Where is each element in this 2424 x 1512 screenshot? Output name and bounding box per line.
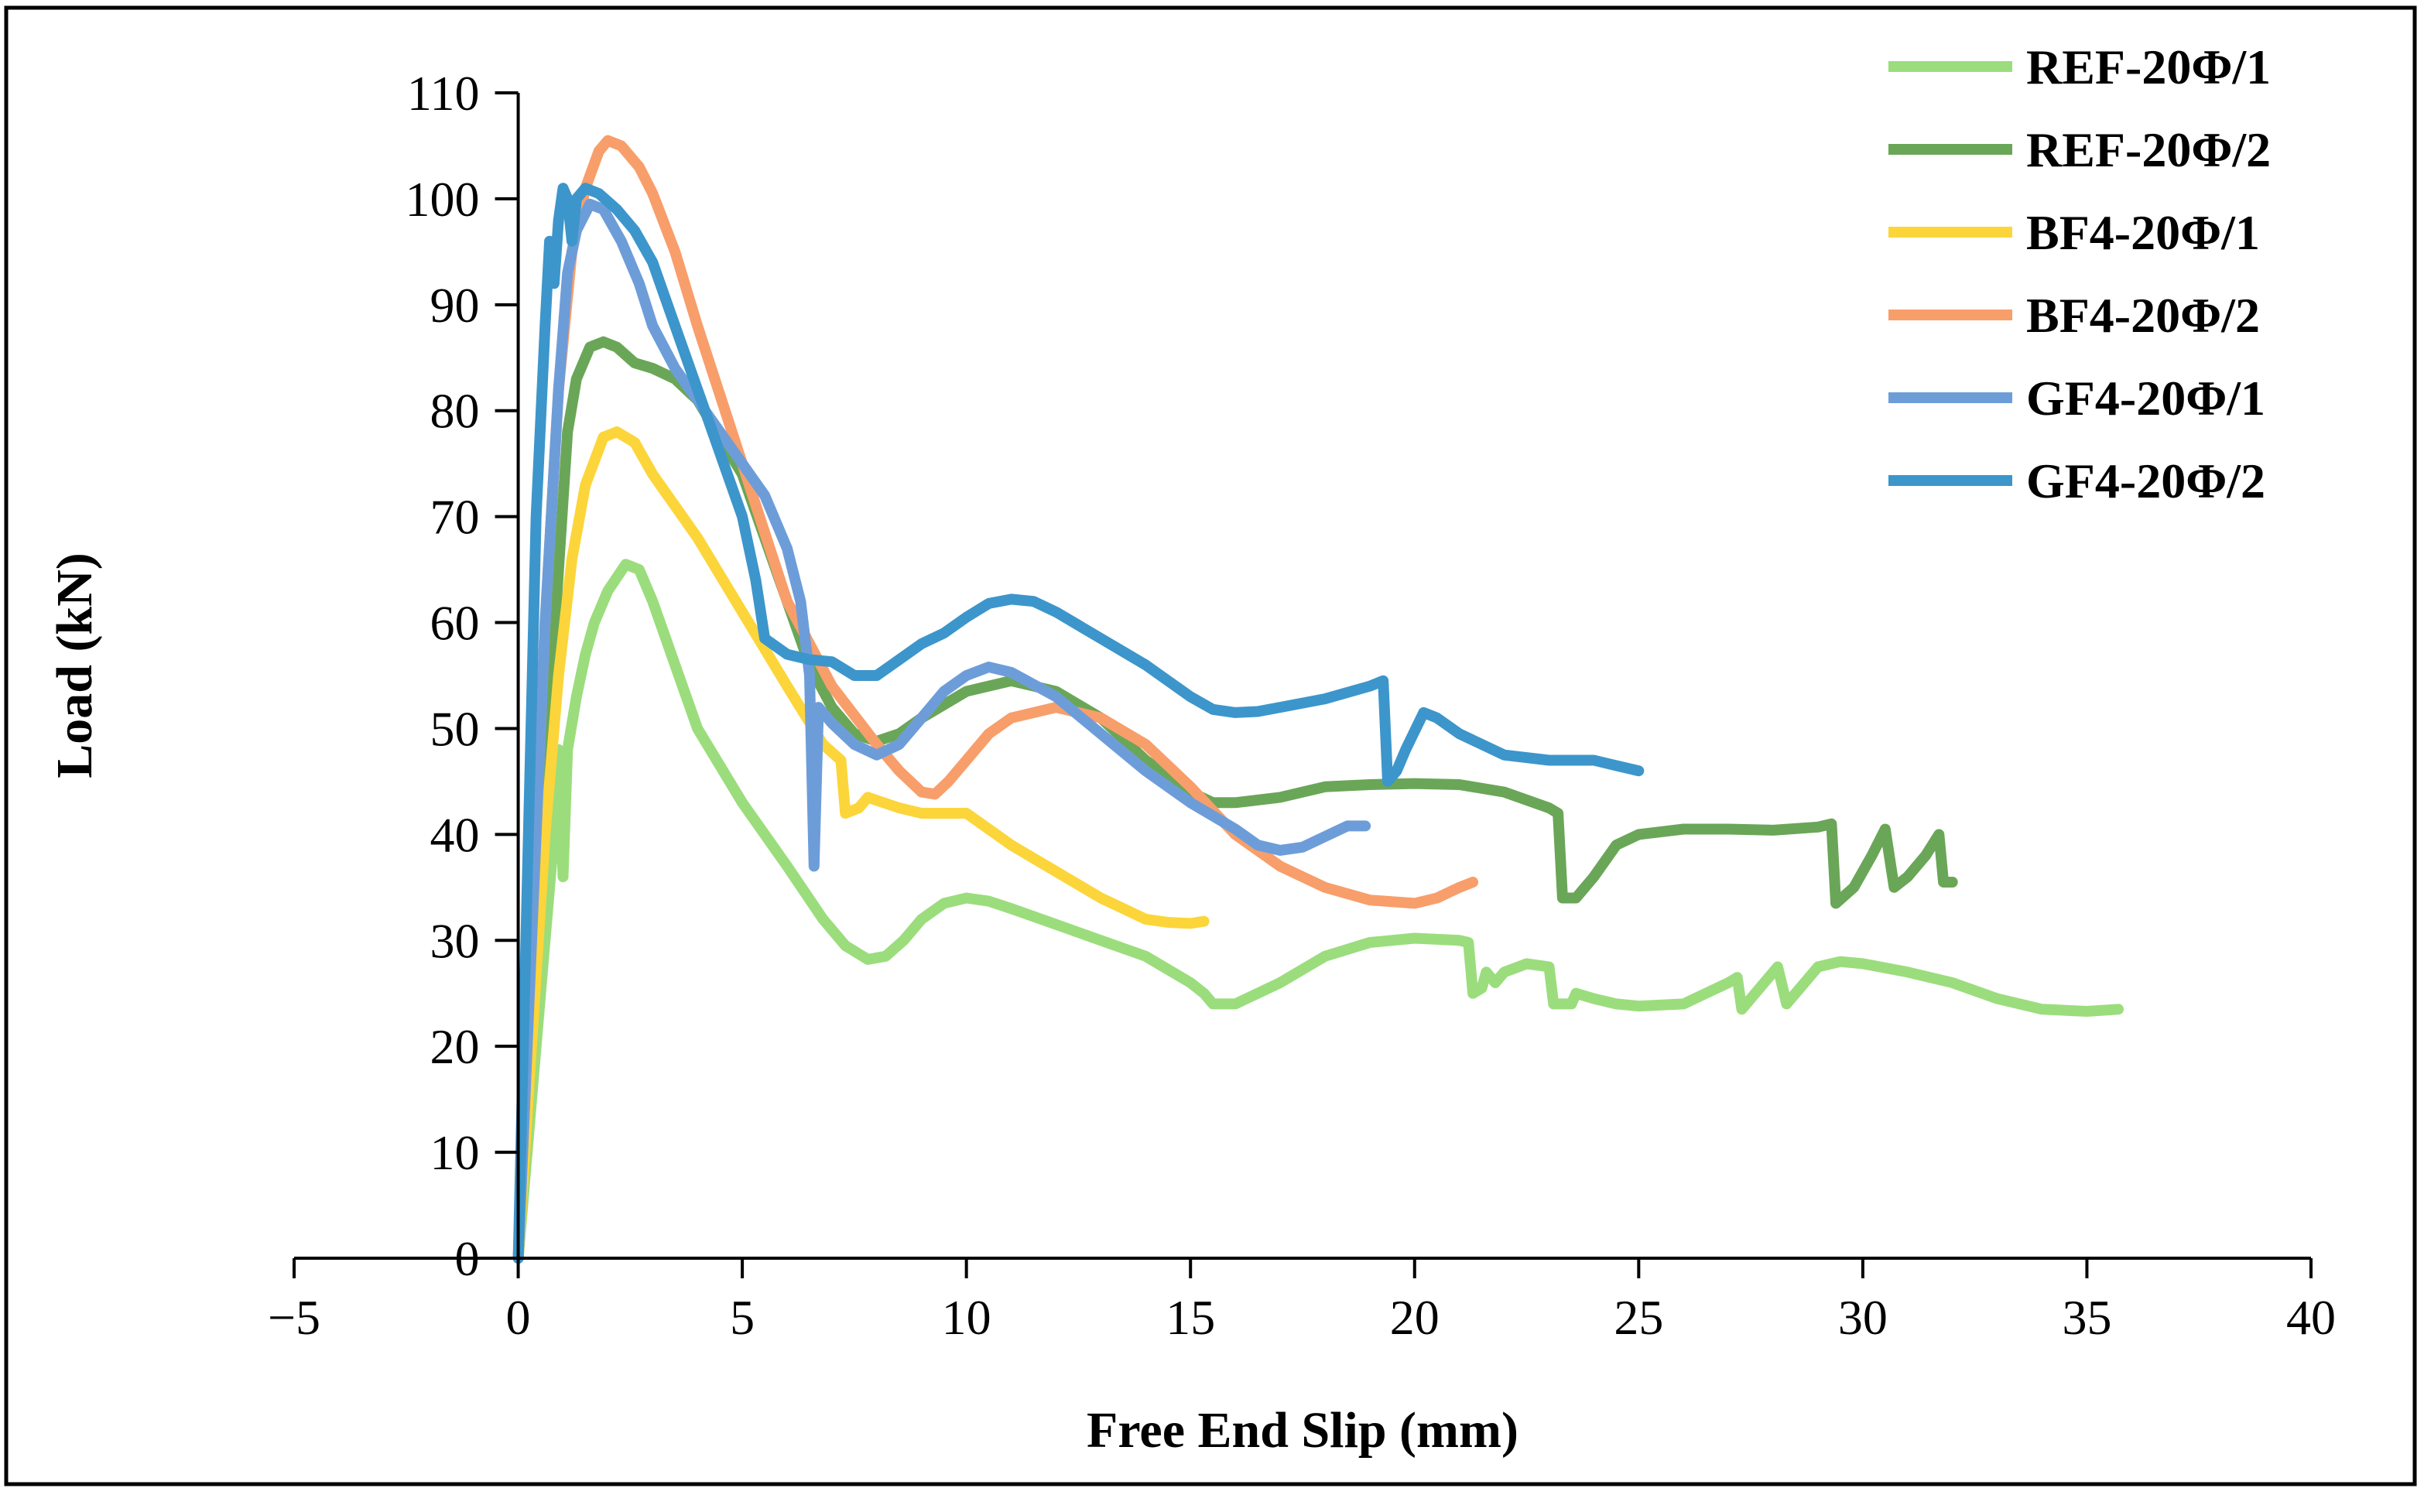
y-tick-label: 10 [430,1125,480,1180]
legend-label-6: GF4-20Φ/2 [2026,453,2265,508]
series-line-5 [512,198,1371,1264]
x-tick-label: 5 [730,1290,755,1345]
legend-label-4: BF4-20Φ/2 [2026,288,2260,343]
series-line-4 [512,135,1479,1264]
series-line-1 [512,559,2124,1264]
legend-label-3: BF4-20Φ/1 [2026,205,2260,260]
x-tick-label: 15 [1166,1290,1215,1345]
x-tick-label: 30 [1838,1290,1888,1345]
x-tick-label: 35 [2062,1290,2111,1345]
y-tick-label: 60 [430,596,480,651]
y-tick-label: 20 [430,1019,480,1074]
y-tick-label: 0 [455,1231,480,1286]
axes-layer: 0 10 20 30 40 50 60 70 80 90 100 110 −5 0 5 10 15 20 25 30 3… [268,66,2336,1345]
x-tick-label: 0 [506,1290,531,1345]
legend-label-1: REF-20Φ/1 [2026,39,2271,94]
legend-label-2: REF-20Φ/2 [2026,122,2271,177]
legend: REF-20Φ/1 REF-20Φ/2 BF4-20Φ/1 BF4-20Φ/2 GF4-… [1888,39,2271,508]
y-tick-label: 90 [430,278,480,333]
x-tick-label: 25 [1614,1290,1663,1345]
x-tick-label: −5 [268,1290,320,1345]
y-axis-title: Load (kN) [46,552,103,778]
y-tick-label: 110 [407,66,480,121]
x-axis-title: Free End Slip (mm) [1087,1402,1518,1459]
y-tick-label: 30 [430,913,480,968]
y-tick-label: 40 [430,807,480,862]
y-tick-label: 70 [430,490,480,545]
legend-label-5: GF4-20Φ/1 [2026,371,2265,426]
chart-frame [4,5,2417,1486]
y-tick-label: 80 [430,384,480,439]
x-tick-label: 20 [1390,1290,1440,1345]
y-tick-label: 50 [430,701,480,756]
series-line-2 [512,336,1958,1264]
y-tick-label: 100 [406,172,480,227]
x-tick-label: 40 [2286,1290,2336,1345]
series-line-6 [512,183,1645,1264]
series-layer [512,135,2124,1264]
series-line-3 [512,426,1210,1264]
x-tick-label: 10 [942,1290,991,1345]
